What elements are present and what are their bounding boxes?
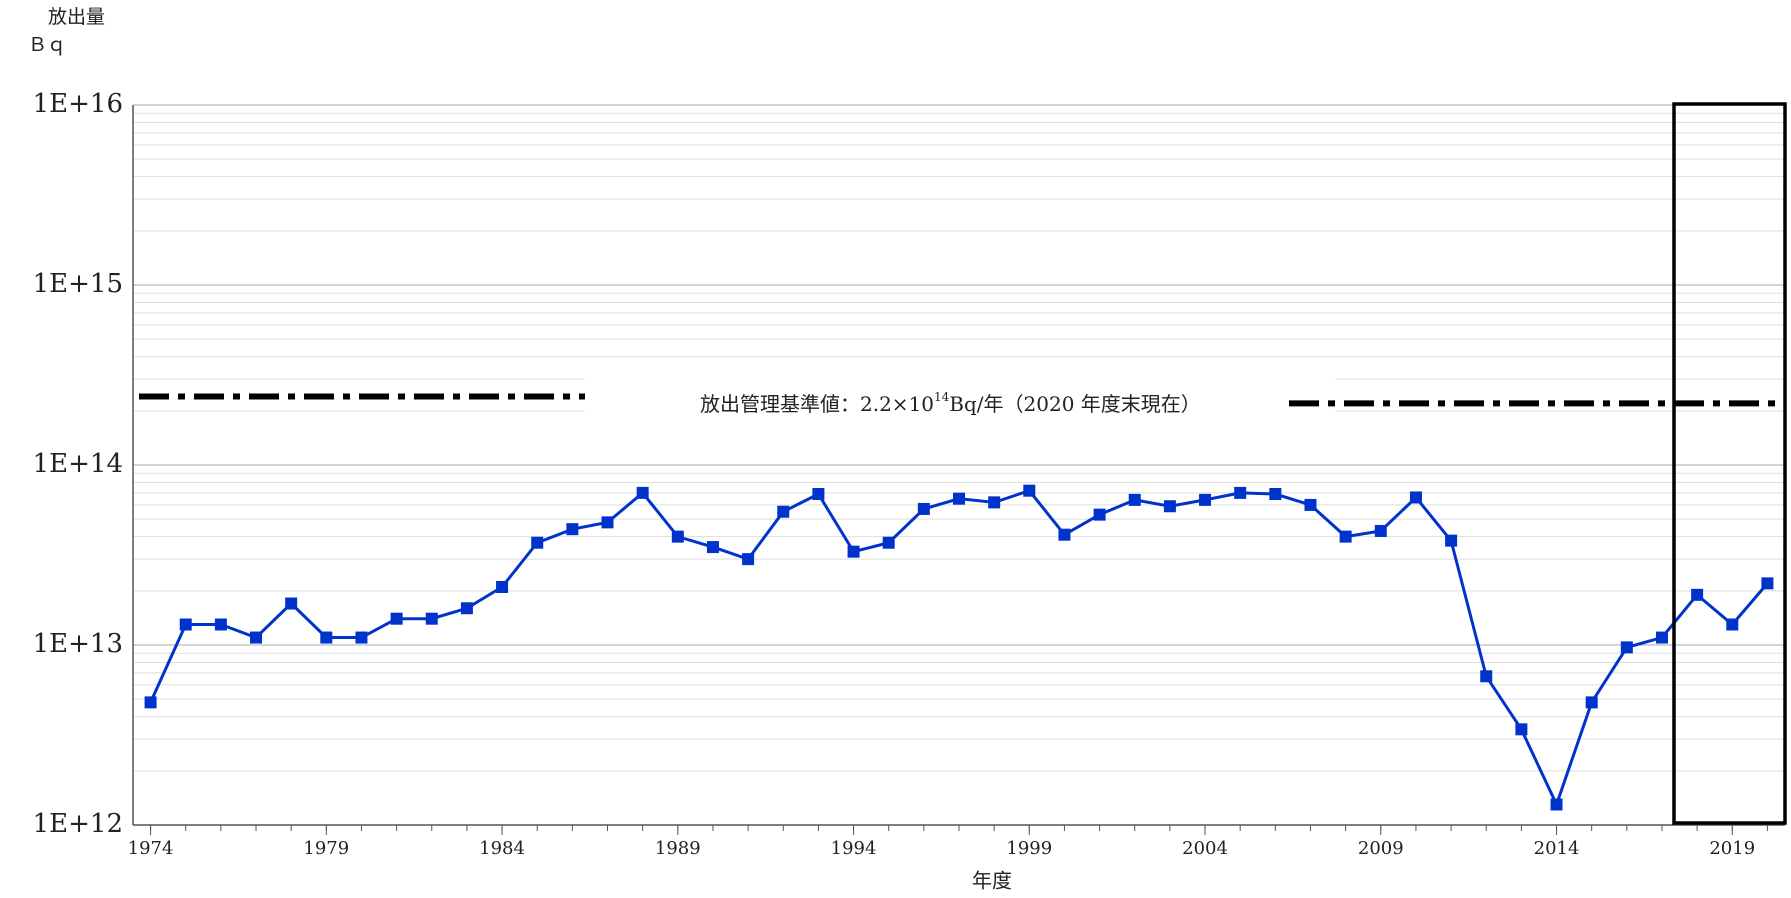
data-point — [250, 631, 263, 644]
highlight-box — [1672, 102, 1787, 825]
x-tick-label: 2019 — [1709, 838, 1755, 859]
annotation-text: Bq/年（2020 年度末現在） — [949, 392, 1201, 416]
annotation-bg — [585, 378, 1335, 434]
data-point — [706, 541, 719, 554]
data-point — [1093, 508, 1106, 521]
x-tick-label: 1974 — [128, 838, 174, 859]
data-point — [1304, 498, 1317, 511]
data-point — [671, 530, 684, 543]
data-point — [1234, 486, 1247, 499]
annotation-sup: 14 — [934, 390, 950, 404]
data-point — [390, 612, 403, 625]
x-tick-label: 1999 — [1006, 838, 1052, 859]
data-point — [812, 488, 825, 501]
data-point — [1269, 488, 1282, 501]
data-point — [355, 631, 368, 644]
data-point — [777, 505, 790, 518]
data-point — [1409, 491, 1422, 504]
data-point — [425, 612, 438, 625]
x-axis-label: 年度 — [972, 869, 1012, 893]
data-point — [1761, 577, 1774, 590]
data-point — [566, 523, 579, 536]
x-tick-label: 1979 — [303, 838, 349, 859]
data-point — [636, 486, 649, 499]
data-point — [1445, 534, 1458, 547]
x-tick-label: 1984 — [479, 838, 525, 859]
y-tick-label: 1E+12 — [33, 809, 123, 839]
x-tick-label: 1994 — [831, 838, 877, 859]
y-tick-label: 1E+16 — [33, 89, 123, 119]
data-point — [1163, 500, 1176, 513]
data-point — [1655, 631, 1668, 644]
y-tick-label: 1E+15 — [33, 269, 123, 299]
x-tick-label: 1989 — [655, 838, 701, 859]
data-point — [1339, 530, 1352, 543]
data-point — [917, 502, 930, 515]
data-point — [1199, 493, 1212, 506]
annotation-text: 放出管理基準値：2.2×10 — [700, 392, 934, 416]
data-point — [1620, 641, 1633, 654]
data-point — [460, 602, 473, 615]
data-point — [1550, 798, 1563, 811]
x-tick-label: 2014 — [1534, 838, 1580, 859]
data-point — [1480, 670, 1493, 683]
data-point — [179, 618, 192, 631]
data-point — [1374, 524, 1387, 537]
data-point — [1128, 493, 1141, 506]
x-tick-label: 2009 — [1358, 838, 1404, 859]
data-point — [531, 536, 544, 549]
data-point — [988, 496, 1001, 509]
data-point — [1023, 484, 1036, 497]
data-point — [1515, 723, 1528, 736]
annotation: 放出管理基準値：2.2×1014Bq/年（2020 年度末現在） — [700, 390, 1201, 416]
data-point — [1726, 618, 1739, 631]
data-point — [882, 536, 895, 549]
data-point — [214, 618, 227, 631]
data-point — [1691, 588, 1704, 601]
data-point — [320, 631, 333, 644]
x-tick-label: 2004 — [1182, 838, 1228, 859]
data-point — [1585, 696, 1598, 709]
data-point — [601, 516, 614, 529]
y-axis-label: 放出量 — [48, 6, 105, 28]
data-point — [847, 545, 860, 558]
data-point — [496, 581, 509, 594]
y-axis-unit: Ｂｑ — [28, 34, 66, 56]
y-tick-label: 1E+14 — [33, 449, 123, 479]
data-point — [742, 553, 755, 566]
data-point — [144, 696, 157, 709]
data-point — [285, 597, 298, 610]
data-point — [1058, 528, 1071, 541]
y-tick-label: 1E+13 — [33, 629, 123, 659]
data-point — [953, 492, 965, 505]
series-line — [149, 488, 1769, 809]
